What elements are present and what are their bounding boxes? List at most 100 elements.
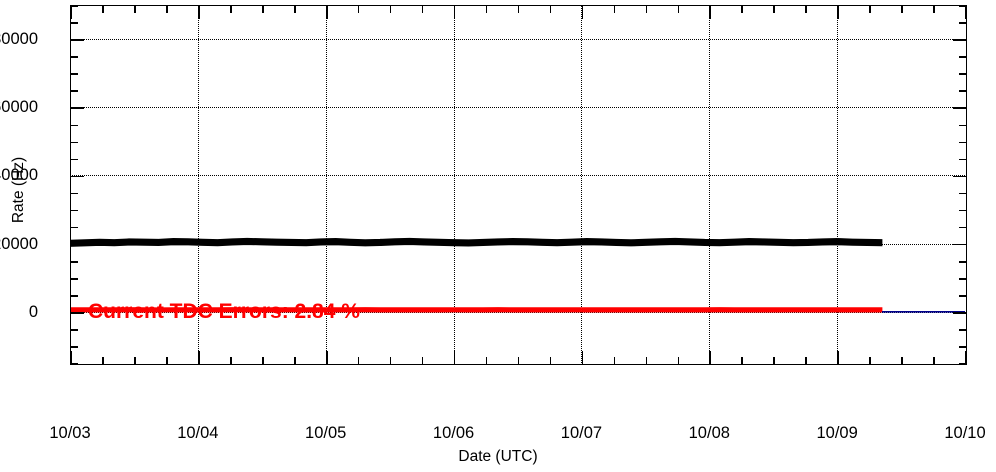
x-axis-tick-label: 10/03 xyxy=(49,424,91,442)
x-axis-tick-label: 10/06 xyxy=(432,424,475,442)
axis-tick xyxy=(134,6,136,13)
axis-tick xyxy=(959,260,966,263)
axis-tick xyxy=(549,357,552,364)
x-axis-tick-label: 10/04 xyxy=(177,424,219,442)
axis-tick xyxy=(71,226,78,229)
axis-tick xyxy=(517,357,520,364)
axis-tick xyxy=(953,175,966,178)
axis-tick xyxy=(71,175,84,178)
y-axis-tick-label: 40000 xyxy=(0,166,38,185)
axis-tick xyxy=(613,357,616,364)
axis-tick xyxy=(389,357,392,364)
tdc-errors-annotation: Current TDC Errors: 2.84 % xyxy=(88,300,360,323)
axis-tick xyxy=(959,158,966,161)
axis-tick xyxy=(965,6,967,19)
axis-tick xyxy=(953,39,966,41)
axis-tick xyxy=(230,6,232,13)
gridline-horizontal xyxy=(70,107,965,109)
axis-tick xyxy=(959,363,966,365)
axis-tick xyxy=(261,6,264,13)
plot-area xyxy=(70,5,965,363)
gridline-vertical xyxy=(453,5,455,363)
x-axis-tick-label: 10/10 xyxy=(944,424,986,442)
axis-tick xyxy=(166,357,168,364)
axis-tick xyxy=(677,357,680,364)
axis-tick xyxy=(357,6,360,13)
axis-tick xyxy=(581,351,584,364)
axis-tick xyxy=(71,243,84,246)
y-axis-tick-label: 20000 xyxy=(0,234,38,253)
axis-tick xyxy=(959,226,966,229)
axis-tick xyxy=(453,351,456,364)
axis-tick xyxy=(837,6,839,19)
axis-tick xyxy=(953,243,966,246)
axis-tick xyxy=(166,6,168,13)
axis-tick xyxy=(198,6,200,19)
axis-tick xyxy=(71,209,78,212)
axis-tick xyxy=(959,277,966,280)
axis-tick xyxy=(805,357,807,364)
axis-tick xyxy=(959,56,966,58)
axis-tick xyxy=(741,6,744,13)
axis-tick xyxy=(71,5,78,7)
x-axis-title: Date (UTC) xyxy=(458,448,538,465)
y-axis-tick-labels: 0 20000 40000 60000 80000 xyxy=(0,0,62,472)
axis-tick xyxy=(741,357,744,364)
axis-tick xyxy=(613,6,616,13)
data-traces xyxy=(70,237,965,313)
axis-tick xyxy=(959,73,966,75)
axis-tick xyxy=(959,90,966,93)
y-axis-tick-label: 0 xyxy=(28,302,38,321)
axis-tick xyxy=(357,357,360,364)
axis-tick xyxy=(837,351,839,364)
axis-tick xyxy=(70,351,72,364)
axis-tick xyxy=(293,357,296,364)
axis-tick xyxy=(71,329,78,331)
axis-tick xyxy=(71,39,84,41)
axis-tick xyxy=(421,6,424,13)
gridline-horizontal xyxy=(70,175,965,177)
axis-tick xyxy=(709,351,712,364)
axis-tick xyxy=(261,357,264,364)
axis-tick xyxy=(869,357,871,364)
axis-tick xyxy=(71,295,78,297)
axis-tick xyxy=(959,141,966,144)
axis-tick xyxy=(959,295,966,297)
axis-tick xyxy=(71,107,84,110)
axis-tick xyxy=(71,312,84,314)
axis-tick xyxy=(71,22,78,24)
gridline-vertical xyxy=(325,5,327,363)
x-axis-tick-label: 10/09 xyxy=(816,424,858,442)
axis-tick xyxy=(869,6,871,13)
x-axis-tick-label: 10/05 xyxy=(305,424,347,442)
axis-tick xyxy=(71,90,78,93)
axis-tick xyxy=(71,141,78,144)
axis-tick xyxy=(773,357,775,364)
axis-tick xyxy=(965,351,967,364)
axis-tick xyxy=(677,6,680,13)
plot-frame xyxy=(70,5,967,365)
axis-tick xyxy=(959,5,966,7)
gridline-vertical xyxy=(709,5,711,363)
gridline-vertical xyxy=(581,5,583,363)
axis-tick xyxy=(71,363,78,365)
axis-tick xyxy=(709,6,712,19)
series-trigger-rate xyxy=(70,237,883,247)
axis-tick xyxy=(71,158,78,161)
axis-tick xyxy=(71,56,78,58)
axis-tick xyxy=(230,357,232,364)
axis-tick xyxy=(421,357,424,364)
axis-tick xyxy=(71,260,78,263)
axis-tick xyxy=(645,357,648,364)
y-axis-tick-label: 60000 xyxy=(0,98,38,117)
axis-tick xyxy=(71,277,78,280)
axis-tick xyxy=(549,6,552,13)
axis-tick xyxy=(901,357,903,364)
axis-tick xyxy=(453,6,456,19)
y-axis-tick-label: 80000 xyxy=(0,30,38,49)
axis-tick xyxy=(71,124,78,127)
x-axis-tick-label: 10/07 xyxy=(560,424,603,442)
axis-tick xyxy=(325,351,328,364)
axis-tick xyxy=(389,6,392,13)
